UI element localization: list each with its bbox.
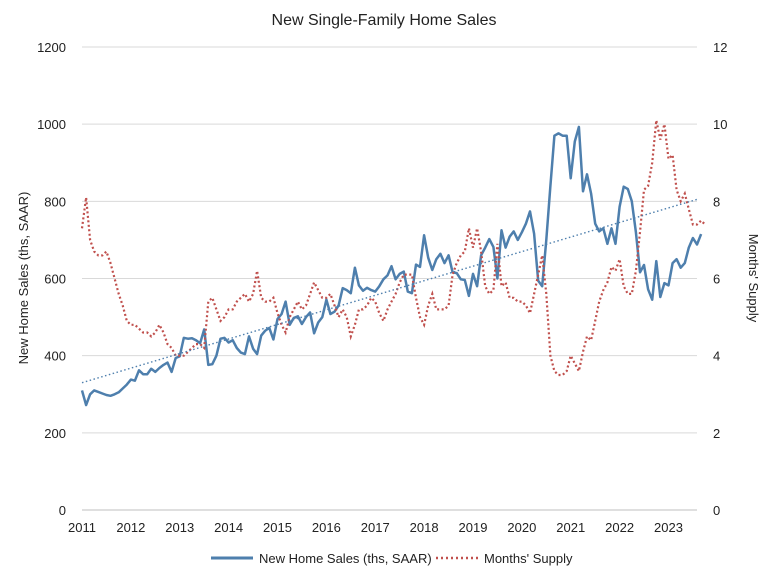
left-axis-title: New Home Sales (ths, SAAR) xyxy=(16,192,31,365)
x-tick-label: 2023 xyxy=(654,520,683,535)
right-tick-label: 12 xyxy=(713,40,727,55)
right-tick-label: 10 xyxy=(713,117,727,132)
right-tick-label: 2 xyxy=(713,426,720,441)
right-tick-label: 4 xyxy=(713,349,720,364)
series-line-supply xyxy=(80,120,706,377)
left-tick-label: 0 xyxy=(59,503,66,518)
x-tick-label: 2020 xyxy=(507,520,536,535)
x-tick-label: 2013 xyxy=(165,520,194,535)
x-tick-label: 2017 xyxy=(361,520,390,535)
left-tick-label: 600 xyxy=(44,272,66,287)
series-line-sales xyxy=(80,125,703,407)
x-tick-label: 2018 xyxy=(410,520,439,535)
legend-supply-label: Months' Supply xyxy=(484,551,573,566)
left-tick-label: 1000 xyxy=(37,117,66,132)
x-tick-label: 2022 xyxy=(605,520,634,535)
legend: New Home Sales (ths, SAAR) Months' Suppl… xyxy=(211,551,573,566)
gridlines xyxy=(82,46,697,511)
trend-line xyxy=(81,198,698,384)
chart-title: New Single-Family Home Sales xyxy=(272,12,497,29)
right-tick-label: 8 xyxy=(713,194,720,209)
x-tick-label: 2011 xyxy=(68,520,96,535)
x-tick-label: 2014 xyxy=(214,520,243,535)
right-axis-ticks: 0 2 4 6 8 10 12 xyxy=(713,40,727,518)
legend-sales-label: New Home Sales (ths, SAAR) xyxy=(259,551,432,566)
left-tick-label: 1200 xyxy=(37,40,66,55)
left-axis-ticks: 0 200 400 600 800 1000 1200 xyxy=(37,40,66,518)
x-tick-label: 2016 xyxy=(312,520,341,535)
x-tick-label: 2019 xyxy=(459,520,488,535)
series-layer xyxy=(80,120,706,407)
right-axis-title: Months' Supply xyxy=(746,234,761,323)
left-tick-label: 400 xyxy=(44,349,66,364)
x-axis-ticks: 2011 2012 2013 2014 2015 2016 2017 2018 2019 2020… xyxy=(68,520,683,535)
x-tick-label: 2021 xyxy=(556,520,585,535)
right-tick-label: 6 xyxy=(713,272,720,287)
x-tick-label: 2012 xyxy=(116,520,145,535)
right-tick-label: 0 xyxy=(713,503,720,518)
x-tick-label: 2015 xyxy=(263,520,292,535)
left-tick-label: 200 xyxy=(44,426,66,441)
left-tick-label: 800 xyxy=(44,194,66,209)
